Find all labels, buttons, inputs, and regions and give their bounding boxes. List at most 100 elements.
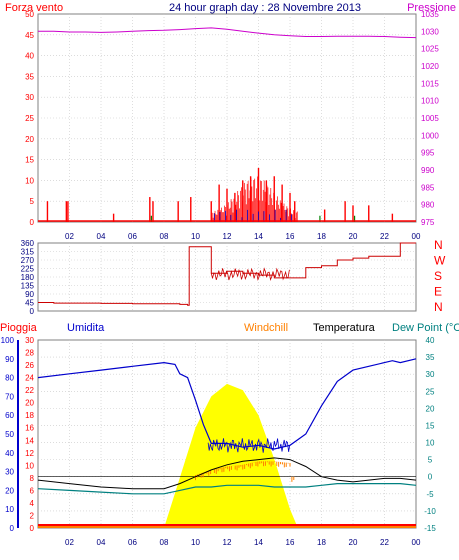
pressure-tick-label: 1035 <box>421 10 439 19</box>
rain-tick-label: 26 <box>25 361 34 370</box>
wind-tick-label: 45 <box>25 31 34 40</box>
temperature-tick-label: 5 <box>428 456 433 465</box>
direction-tick-label: 315 <box>21 248 35 257</box>
humidity-tick-label: 10 <box>5 505 14 514</box>
header-title: 24 hour graph day : 28 Novembre 2013 <box>169 2 361 14</box>
x-tick-label: 14 <box>254 538 263 547</box>
legend-item: Temperatura <box>313 322 376 334</box>
wind-tick-label: 35 <box>25 72 34 81</box>
direction-tick-label: 0 <box>30 307 35 316</box>
direction-line-detail <box>210 267 290 282</box>
wind-tick-label: 15 <box>25 156 34 165</box>
compass-label: S <box>434 269 442 283</box>
rain-tick-label: 6 <box>30 486 35 495</box>
wind-tick-label: 50 <box>25 10 34 19</box>
rain-tick-label: 0 <box>30 524 35 533</box>
temperature-tick-label: 20 <box>426 404 435 413</box>
temperature-tick-label: -10 <box>424 507 436 516</box>
rain-tick-label: 12 <box>25 449 34 458</box>
x-tick-label: 20 <box>349 538 358 547</box>
direction-tick-label: 90 <box>25 290 34 299</box>
humidity-line <box>37 358 417 450</box>
rain-tick-label: 20 <box>25 399 34 408</box>
legend-item: Dew Point (°C <box>392 322 459 334</box>
pressure-axis-ticks: 975 980 985 990 995 1000 1005 1010 1015 1020 1025 1… <box>421 10 439 227</box>
direction-tick-label: 180 <box>21 273 35 282</box>
rain-tick-label: 30 <box>25 336 34 345</box>
rain-tick-label: 18 <box>25 411 34 420</box>
x-tick-label: 22 <box>380 232 389 241</box>
temp-humidity-series <box>37 358 417 528</box>
wind-axis-ticks: 0 5 10 15 20 25 30 35 40 45 50 <box>25 10 34 227</box>
temperature-tick-label: 40 <box>426 336 435 345</box>
wind-tick-label: 0 <box>30 218 35 227</box>
x-tick-label: 12 <box>223 232 232 241</box>
wind-tick-label: 20 <box>25 135 34 144</box>
rain-tick-label: 28 <box>25 349 34 358</box>
direction-line <box>38 242 416 306</box>
wind-tick-label: 30 <box>25 93 34 102</box>
humidity-tick-label: 60 <box>5 411 14 420</box>
legend-item: Umidita <box>67 322 105 334</box>
temperature-tick-label: 15 <box>426 421 435 430</box>
x-tick-label: 18 <box>317 232 326 241</box>
pressure-tick-label: 1010 <box>421 97 439 106</box>
x-tick-label: 16 <box>286 538 295 547</box>
direction-tick-label: 360 <box>21 239 35 248</box>
pressure-tick-label: 995 <box>421 149 435 158</box>
x-tick-label: 10 <box>191 538 200 547</box>
x-tick-label: 22 <box>380 538 389 547</box>
pressure-tick-label: 985 <box>421 183 435 192</box>
x-tick-label: 00 <box>412 232 421 241</box>
pressure-tick-label: 1015 <box>421 79 439 88</box>
wind-tick-label: 25 <box>25 114 34 123</box>
direction-tick-label: 135 <box>21 282 35 291</box>
rain-tick-label: 8 <box>30 474 35 483</box>
rain-tick-label: 16 <box>25 424 34 433</box>
rain-tick-label: 10 <box>25 461 34 470</box>
x-tick-label: 12 <box>223 538 232 547</box>
pressure-tick-label: 980 <box>421 201 435 210</box>
x-tick-label: 06 <box>128 232 137 241</box>
humidity-tick-label: 20 <box>5 486 14 495</box>
legend-item: Pioggia <box>0 322 38 334</box>
humidity-tick-label: 50 <box>5 430 14 439</box>
compass-label: N <box>434 300 443 314</box>
dewpoint-line <box>37 483 417 495</box>
humidity-axis-ticks: 0 10 20 30 40 50 60 70 80 90 100 <box>1 336 19 533</box>
x-tick-label: 06 <box>128 538 137 547</box>
legend: Pioggia Umidita Windchill Temperatura Dew Po… <box>0 322 459 334</box>
solar-area <box>164 383 298 528</box>
rain-baseline-orange <box>38 526 416 528</box>
wind-tick-label: 5 <box>30 197 35 206</box>
humidity-line-detail <box>207 438 291 453</box>
temperature-tick-label: 30 <box>426 370 435 379</box>
wind-x-axis-ticks: 02 04 06 08 10 12 14 16 18 20 22 00 <box>65 232 421 241</box>
direction-series <box>38 242 416 306</box>
temperature-tick-label: 35 <box>426 353 435 362</box>
pressure-tick-label: 1000 <box>421 131 439 140</box>
x-tick-label: 04 <box>97 232 106 241</box>
direction-tick-label: 45 <box>25 299 34 308</box>
humidity-tick-label: 80 <box>5 374 14 383</box>
pressure-tick-label: 1020 <box>421 62 439 71</box>
humidity-tick-label: 30 <box>5 468 14 477</box>
compass-label: E <box>434 285 442 299</box>
rain-tick-label: 2 <box>30 511 35 520</box>
humidity-tick-label: 70 <box>5 392 14 401</box>
pressure-tick-label: 975 <box>421 218 435 227</box>
wind-tick-label: 40 <box>25 52 34 61</box>
temp-x-axis-ticks: 02 04 06 08 10 12 14 16 18 20 22 00 <box>65 538 421 547</box>
x-tick-label: 10 <box>191 232 200 241</box>
direction-grid <box>38 243 416 311</box>
x-tick-label: 08 <box>160 538 169 547</box>
x-tick-label: 18 <box>317 538 326 547</box>
x-tick-label: 14 <box>254 232 263 241</box>
rain-tick-label: 14 <box>25 436 34 445</box>
wind-tick-label: 10 <box>25 176 34 185</box>
